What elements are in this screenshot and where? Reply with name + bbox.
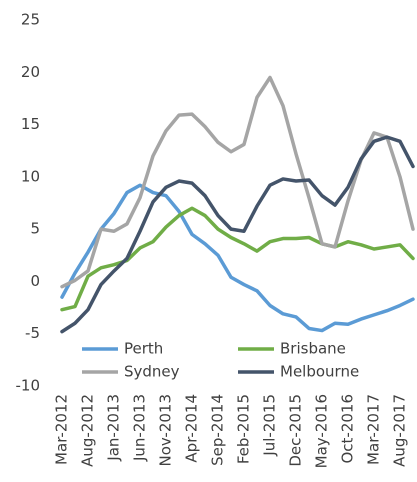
x-tick-label: Apr-2014 (183, 394, 201, 463)
x-tick-label: Aug-2012 (79, 394, 97, 467)
series-line (60, 206, 415, 312)
y-tick-label: 0 (30, 272, 40, 290)
legend-box (76, 338, 417, 386)
x-tick-label: Mar-2012 (53, 394, 71, 465)
y-tick-label: 25 (21, 11, 40, 29)
y-tick-label: 15 (21, 115, 40, 133)
legend-label: Sydney (124, 363, 180, 381)
legend-label: Melbourne (280, 363, 359, 381)
series-line (60, 135, 415, 334)
series-line (60, 75, 415, 289)
x-tick-label: Nov-2013 (157, 394, 175, 466)
legend-label: Brisbane (280, 340, 346, 358)
x-tick-label: Sep-2014 (209, 394, 227, 466)
x-tick-label: Aug-2017 (391, 394, 409, 467)
series-line (60, 183, 415, 333)
legend-label: Perth (124, 340, 163, 358)
x-tick-label: May-2016 (313, 394, 331, 468)
x-tick-label: Jul-2015 (261, 394, 279, 457)
x-tick-label: Jun-2013 (131, 394, 149, 462)
y-tick-label: -10 (16, 377, 41, 395)
x-tick-label: Jan-2013 (105, 394, 123, 462)
x-tick-label: Oct-2016 (339, 394, 357, 464)
y-tick-label: 5 (30, 220, 40, 238)
y-tick-label: -5 (25, 324, 40, 342)
y-tick-label: 20 (21, 63, 40, 81)
y-tick-label: 10 (21, 167, 40, 185)
x-tick-label: Feb-2015 (235, 394, 253, 464)
x-tick-label: Mar-2017 (365, 394, 383, 465)
x-tick-label: Dec-2015 (287, 394, 305, 467)
